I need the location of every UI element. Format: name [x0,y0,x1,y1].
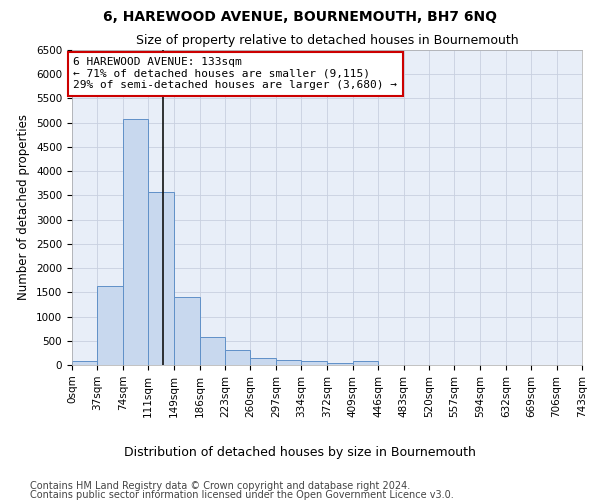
Bar [97,286,123,365]
Bar [72,362,97,365]
Bar [276,360,301,365]
Bar [250,358,276,365]
Title: Size of property relative to detached houses in Bournemouth: Size of property relative to detached ho… [136,34,518,48]
Text: 6, HAREWOOD AVENUE, BOURNEMOUTH, BH7 6NQ: 6, HAREWOOD AVENUE, BOURNEMOUTH, BH7 6NQ [103,10,497,24]
Bar [148,192,173,365]
Text: Contains HM Land Registry data © Crown copyright and database right 2024.: Contains HM Land Registry data © Crown c… [30,481,410,491]
Bar [225,350,250,365]
Bar [200,337,225,365]
Bar [123,119,148,365]
Bar [301,362,326,365]
Text: 6 HAREWOOD AVENUE: 133sqm
← 71% of detached houses are smaller (9,115)
29% of se: 6 HAREWOOD AVENUE: 133sqm ← 71% of detac… [73,58,397,90]
Bar [174,297,200,365]
Text: Distribution of detached houses by size in Bournemouth: Distribution of detached houses by size … [124,446,476,459]
Bar [328,362,353,365]
Text: Contains public sector information licensed under the Open Government Licence v3: Contains public sector information licen… [30,490,454,500]
Y-axis label: Number of detached properties: Number of detached properties [17,114,31,300]
Bar [353,362,378,365]
